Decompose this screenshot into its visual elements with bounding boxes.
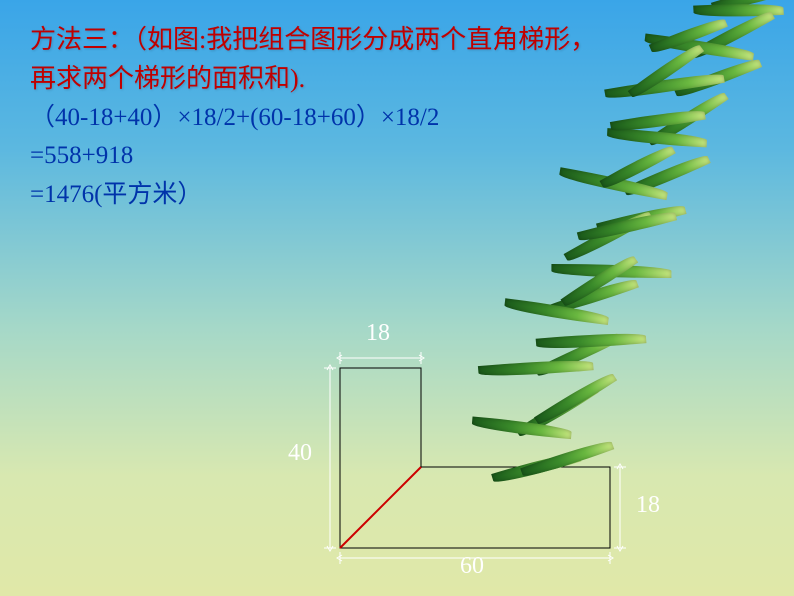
calc-line-3: =1476(平方米） <box>30 177 596 213</box>
split-line <box>340 467 421 548</box>
title-block: 方法三：（如图:我把组合图形分成两个直角梯形， 再求两个梯形的面积和). （40… <box>30 20 596 213</box>
calc-line-2: =558+918 <box>30 138 596 174</box>
title-line-2: 再求两个梯形的面积和). <box>30 59 596 98</box>
diagram-svg <box>290 288 670 588</box>
shape-outline <box>340 368 610 548</box>
label-top: 18 <box>366 320 390 347</box>
calc-line-1: （40-18+40）×18/2+(60-18+60）×18/2 <box>30 100 596 136</box>
title-line-1: 方法三：（如图:我把组合图形分成两个直角梯形， <box>30 20 596 59</box>
label-left: 40 <box>288 440 312 467</box>
label-bottom: 60 <box>460 553 484 580</box>
label-right: 18 <box>636 492 660 519</box>
l-shape-diagram: 18 40 18 60 <box>290 288 670 593</box>
